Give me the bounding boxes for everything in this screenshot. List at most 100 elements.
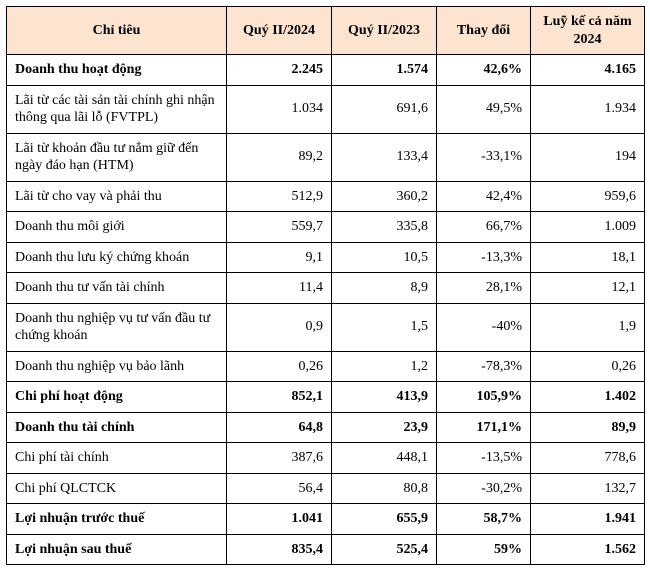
row-value: 42,4% xyxy=(437,181,531,212)
row-value: -33,1% xyxy=(437,133,531,181)
table-row: Doanh thu tư vấn tài chính11,48,928,1%12… xyxy=(7,273,645,304)
header-row: Chỉ tiêu Quý II/2024 Quý II/2023 Thay đổ… xyxy=(7,7,645,55)
row-value: 1.934 xyxy=(531,85,645,133)
row-value: 133,4 xyxy=(332,133,437,181)
col-header-luy-ke: Luỹ kế cả năm 2024 xyxy=(531,7,645,55)
row-value: 64,8 xyxy=(227,412,332,443)
row-value: -78,3% xyxy=(437,351,531,382)
row-value: 448,1 xyxy=(332,443,437,474)
row-value: 1.034 xyxy=(227,85,332,133)
row-label: Chi phí hoạt động xyxy=(7,382,227,413)
row-value: 58,7% xyxy=(437,504,531,535)
col-header-q2-2024: Quý II/2024 xyxy=(227,7,332,55)
row-label: Lợi nhuận trước thuế xyxy=(7,504,227,535)
row-value: 89,2 xyxy=(227,133,332,181)
row-value: 1.562 xyxy=(531,534,645,565)
row-value: -13,3% xyxy=(437,242,531,273)
row-label: Lãi từ các tài sản tài chính ghi nhận th… xyxy=(7,85,227,133)
row-value: 559,7 xyxy=(227,212,332,243)
table-row: Chi phí hoạt động852,1413,9105,9%1.402 xyxy=(7,382,645,413)
row-value: 1,5 xyxy=(332,303,437,351)
row-value: 9,1 xyxy=(227,242,332,273)
row-value: 11,4 xyxy=(227,273,332,304)
col-header-thay-doi: Thay đổi xyxy=(437,7,531,55)
table-row: Doanh thu hoạt động2.2451.57442,6%4.165 xyxy=(7,55,645,86)
row-value: 105,9% xyxy=(437,382,531,413)
row-label: Chi phí QLCTCK xyxy=(7,473,227,504)
row-value: 1,9 xyxy=(531,303,645,351)
row-value: 691,6 xyxy=(332,85,437,133)
table-row: Chi phí QLCTCK56,480,8-30,2%132,7 xyxy=(7,473,645,504)
page-container: Chỉ tiêu Quý II/2024 Quý II/2023 Thay đổ… xyxy=(0,0,650,571)
row-value: 335,8 xyxy=(332,212,437,243)
table-row: Doanh thu nghiệp vụ bảo lãnh0,261,2-78,3… xyxy=(7,351,645,382)
table-row: Lãi từ khoản đầu tư nắm giữ đến ngày đáo… xyxy=(7,133,645,181)
row-label: Doanh thu nghiệp vụ tư vấn đầu tư chứng … xyxy=(7,303,227,351)
row-value: 66,7% xyxy=(437,212,531,243)
row-label: Lãi từ cho vay và phải thu xyxy=(7,181,227,212)
row-label: Lãi từ khoản đầu tư nắm giữ đến ngày đáo… xyxy=(7,133,227,181)
table-row: Doanh thu môi giới559,7335,866,7%1.009 xyxy=(7,212,645,243)
table-row: Chi phí tài chính387,6448,1-13,5%778,6 xyxy=(7,443,645,474)
row-label: Doanh thu tư vấn tài chính xyxy=(7,273,227,304)
row-value: 1,2 xyxy=(332,351,437,382)
row-label: Lợi nhuận sau thuế xyxy=(7,534,227,565)
row-value: 0,26 xyxy=(227,351,332,382)
row-value: 835,4 xyxy=(227,534,332,565)
row-value: 0,9 xyxy=(227,303,332,351)
financial-table: Chỉ tiêu Quý II/2024 Quý II/2023 Thay đổ… xyxy=(6,6,645,565)
table-row: Lãi từ các tài sản tài chính ghi nhận th… xyxy=(7,85,645,133)
row-label: Doanh thu tài chính xyxy=(7,412,227,443)
table-row: Doanh thu tài chính64,823,9171,1%89,9 xyxy=(7,412,645,443)
row-value: -40% xyxy=(437,303,531,351)
row-value: 89,9 xyxy=(531,412,645,443)
row-value: 10,5 xyxy=(332,242,437,273)
row-value: 1.402 xyxy=(531,382,645,413)
row-value: 80,8 xyxy=(332,473,437,504)
table-head: Chỉ tiêu Quý II/2024 Quý II/2023 Thay đổ… xyxy=(7,7,645,55)
table-row: Doanh thu lưu ký chứng khoán9,110,5-13,3… xyxy=(7,242,645,273)
row-label: Doanh thu lưu ký chứng khoán xyxy=(7,242,227,273)
row-value: 778,6 xyxy=(531,443,645,474)
row-value: 959,6 xyxy=(531,181,645,212)
row-value: 194 xyxy=(531,133,645,181)
row-value: 1.009 xyxy=(531,212,645,243)
row-value: 23,9 xyxy=(332,412,437,443)
table-row: Lợi nhuận sau thuế835,4525,459%1.562 xyxy=(7,534,645,565)
row-value: 387,6 xyxy=(227,443,332,474)
table-row: Lợi nhuận trước thuế1.041655,958,7%1.941 xyxy=(7,504,645,535)
row-value: 18,1 xyxy=(531,242,645,273)
row-value: 360,2 xyxy=(332,181,437,212)
row-value: 525,4 xyxy=(332,534,437,565)
row-value: -30,2% xyxy=(437,473,531,504)
row-value: 56,4 xyxy=(227,473,332,504)
row-value: 852,1 xyxy=(227,382,332,413)
table-row: Doanh thu nghiệp vụ tư vấn đầu tư chứng … xyxy=(7,303,645,351)
col-header-chi-tieu: Chỉ tiêu xyxy=(7,7,227,55)
row-value: 1.574 xyxy=(332,55,437,86)
row-value: 1.941 xyxy=(531,504,645,535)
col-header-q2-2023: Quý II/2023 xyxy=(332,7,437,55)
row-value: 2.245 xyxy=(227,55,332,86)
table-row: Lãi từ cho vay và phải thu512,9360,242,4… xyxy=(7,181,645,212)
row-value: 12,1 xyxy=(531,273,645,304)
row-value: 8,9 xyxy=(332,273,437,304)
row-label: Doanh thu nghiệp vụ bảo lãnh xyxy=(7,351,227,382)
row-label: Doanh thu hoạt động xyxy=(7,55,227,86)
row-value: 512,9 xyxy=(227,181,332,212)
row-value: 59% xyxy=(437,534,531,565)
row-value: 1.041 xyxy=(227,504,332,535)
row-value: 28,1% xyxy=(437,273,531,304)
row-value: -13,5% xyxy=(437,443,531,474)
row-value: 413,9 xyxy=(332,382,437,413)
row-value: 132,7 xyxy=(531,473,645,504)
row-value: 42,6% xyxy=(437,55,531,86)
table-body: Doanh thu hoạt động2.2451.57442,6%4.165L… xyxy=(7,55,645,565)
row-value: 49,5% xyxy=(437,85,531,133)
row-value: 171,1% xyxy=(437,412,531,443)
row-value: 0,26 xyxy=(531,351,645,382)
row-label: Doanh thu môi giới xyxy=(7,212,227,243)
row-value: 4.165 xyxy=(531,55,645,86)
row-value: 655,9 xyxy=(332,504,437,535)
row-label: Chi phí tài chính xyxy=(7,443,227,474)
